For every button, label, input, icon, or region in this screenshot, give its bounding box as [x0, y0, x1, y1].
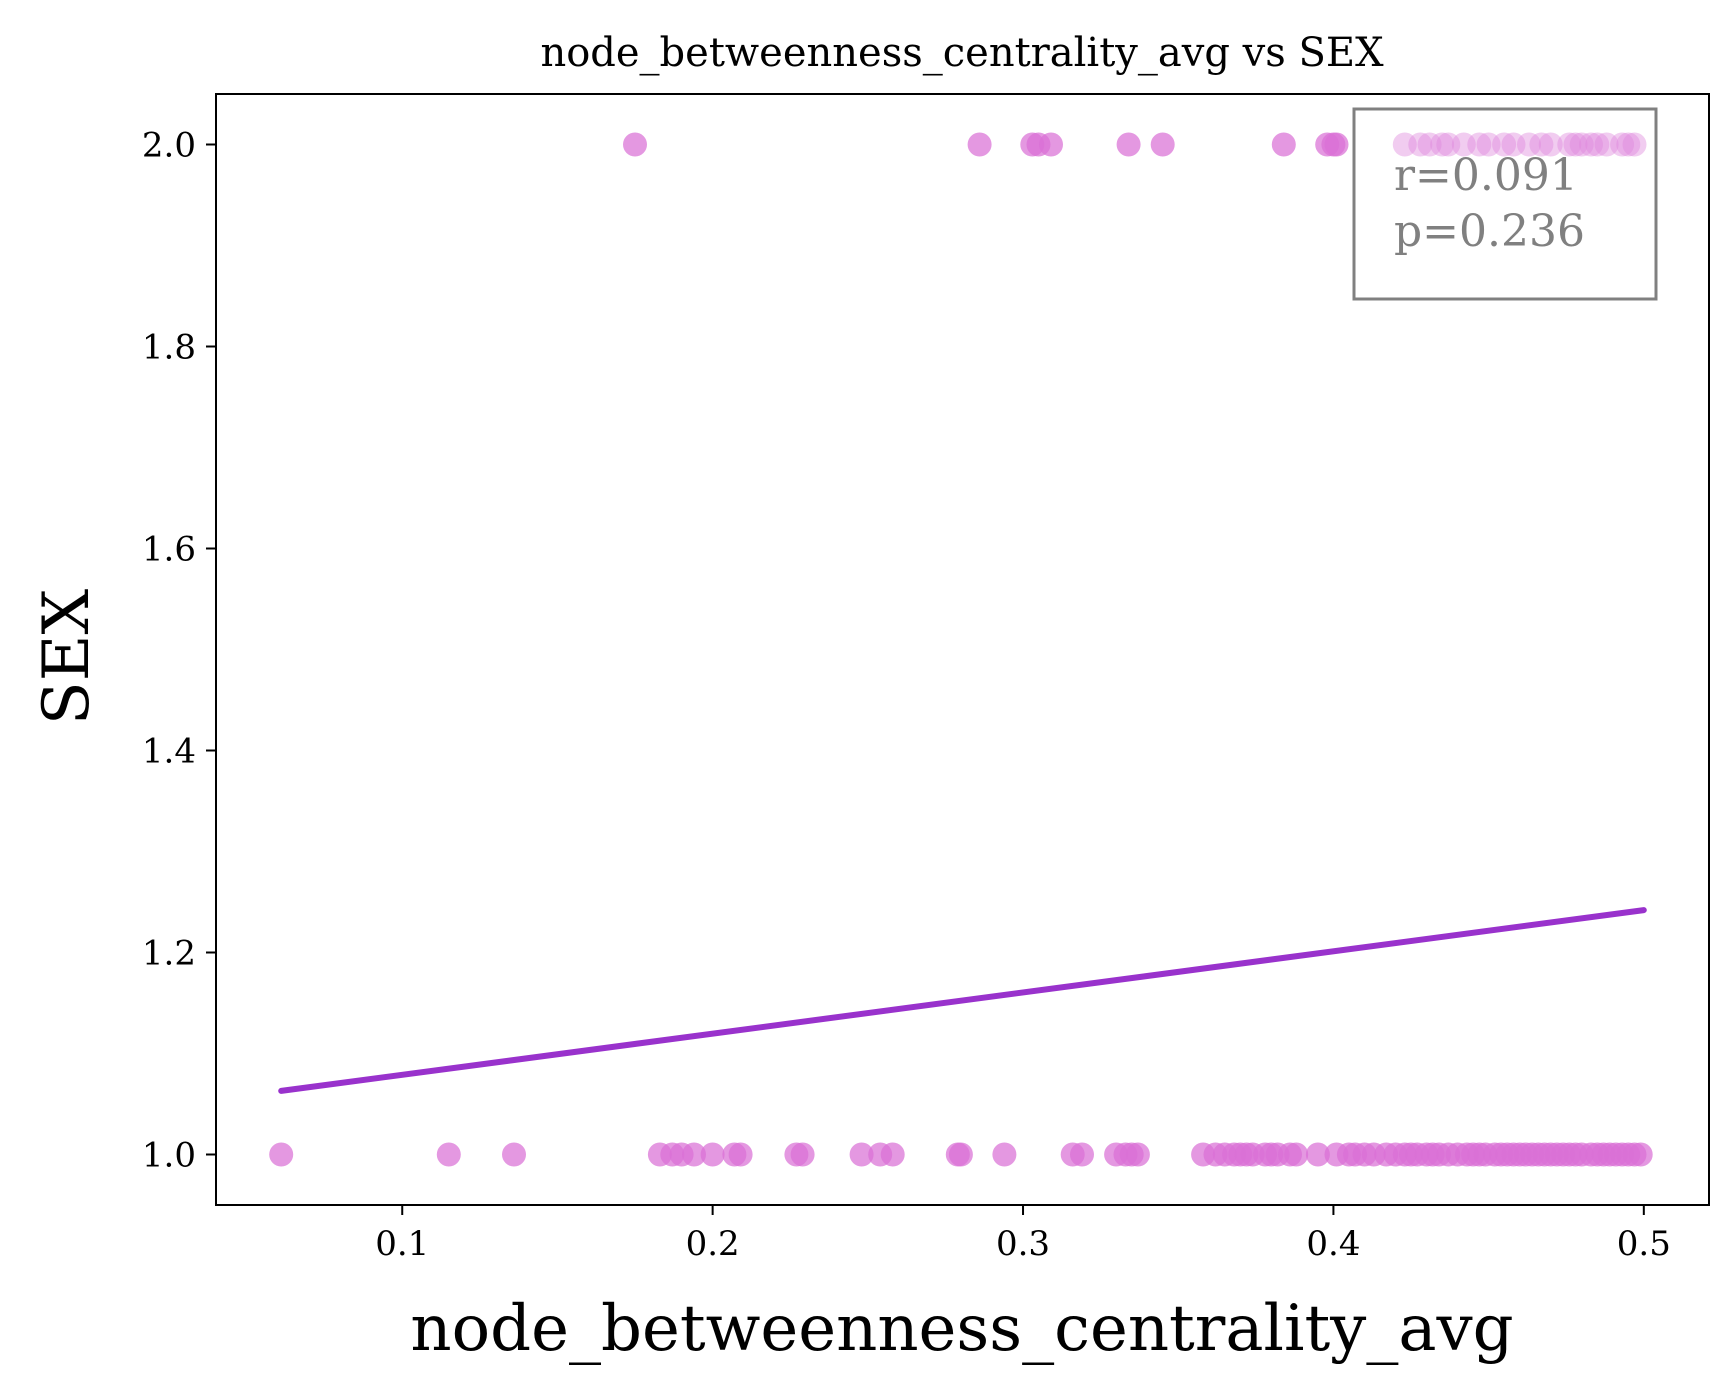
- data-point: [1271, 132, 1296, 157]
- y-tick-label: 1.4: [142, 732, 196, 772]
- data-point: [967, 132, 992, 157]
- data-point: [1476, 132, 1501, 157]
- x-tick-label: 0.5: [1617, 1224, 1671, 1264]
- data-point: [992, 1142, 1017, 1167]
- x-axis: 0.1 0.2 0.3 0.4 0.5: [375, 1205, 1671, 1264]
- data-point: [1408, 132, 1433, 157]
- y-axis: 1.0 1.2 1.4 1.6 1.8 2.0: [142, 126, 216, 1176]
- data-point: [1557, 132, 1582, 157]
- y-tick-label: 1.2: [142, 934, 196, 974]
- data-point: [1622, 132, 1647, 157]
- y-tick-label: 1.8: [142, 328, 196, 368]
- data-point: [1116, 132, 1141, 157]
- data-point: [1305, 1142, 1330, 1167]
- x-tick-label: 0.2: [686, 1224, 740, 1264]
- data-point: [1616, 132, 1641, 157]
- data-point: [1610, 132, 1635, 157]
- data-point: [1569, 132, 1594, 157]
- data-point: [1538, 132, 1563, 157]
- regression-line: [278, 907, 1647, 1094]
- x-tick-label: 0.3: [996, 1224, 1050, 1264]
- data-point: [1563, 132, 1588, 157]
- data-point: [623, 132, 647, 157]
- data-point: [1436, 132, 1461, 157]
- data-point: [1284, 1142, 1309, 1167]
- x-tick-label: 0.4: [1306, 1224, 1360, 1264]
- data-point: [1594, 132, 1619, 157]
- y-tick-label: 2.0: [142, 126, 196, 166]
- data-point: [1492, 132, 1517, 157]
- x-axis-label: node_betweenness_centrality_avg: [410, 1292, 1513, 1366]
- data-point: [1585, 132, 1610, 157]
- plot-frame: [215, 93, 1710, 1206]
- data-point: [1517, 132, 1541, 157]
- stats-annotation-box: r=0.091 p=0.236: [1352, 107, 1658, 301]
- data-point: [948, 1142, 973, 1167]
- data-point: [700, 1142, 725, 1167]
- data-point: [1324, 132, 1349, 157]
- points-layer: [269, 132, 1653, 1167]
- data-point: [728, 1142, 753, 1167]
- data-point: [1070, 1142, 1094, 1167]
- data-point: [436, 1142, 461, 1167]
- data-point: [1451, 132, 1476, 157]
- data-point: [269, 1142, 294, 1167]
- y-axis-label: SEX: [30, 589, 104, 726]
- data-point: [849, 1142, 874, 1167]
- data-point: [682, 1142, 706, 1167]
- data-point: [1417, 132, 1442, 157]
- data-point: [790, 1142, 815, 1167]
- data-point: [1579, 132, 1603, 157]
- correlation-p-text: p=0.236: [1394, 206, 1585, 257]
- data-point: [502, 1142, 526, 1167]
- data-point: [880, 1142, 905, 1167]
- y-tick-label: 1.0: [142, 1136, 196, 1176]
- stats-box-frame: [1352, 107, 1658, 301]
- data-point: [1392, 132, 1417, 157]
- data-point: [1467, 132, 1492, 157]
- regression-line-layer: [278, 907, 1647, 1094]
- data-point: [1430, 132, 1455, 157]
- chart-title: node_betweenness_centrality_avg vs SEX: [540, 30, 1384, 76]
- data-point: [1529, 132, 1554, 157]
- data-point: [1628, 1142, 1653, 1167]
- x-tick-label: 0.1: [375, 1224, 429, 1264]
- data-point: [1150, 132, 1175, 157]
- data-point: [1501, 132, 1526, 157]
- correlation-r-text: r=0.091: [1394, 150, 1578, 201]
- data-point: [1039, 132, 1063, 157]
- data-point: [1125, 1142, 1150, 1167]
- y-tick-label: 1.6: [142, 530, 196, 570]
